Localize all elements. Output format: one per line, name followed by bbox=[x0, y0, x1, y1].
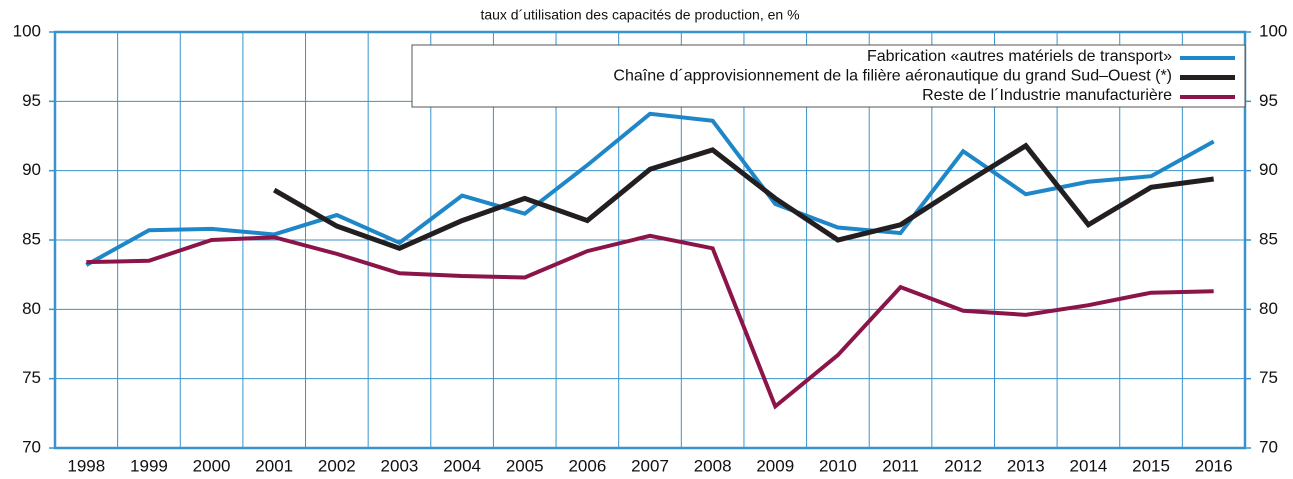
data-line bbox=[272, 142, 1215, 252]
x-tick-label: 1999 bbox=[130, 456, 168, 475]
data-line bbox=[86, 233, 1214, 410]
x-tick-label: 2012 bbox=[944, 456, 982, 475]
y2-tick-label: 85 bbox=[1259, 229, 1278, 248]
y2-tick-label: 75 bbox=[1259, 368, 1278, 387]
x-tick-label: 1998 bbox=[67, 456, 105, 475]
y2-tick-label: 100 bbox=[1259, 21, 1287, 40]
y-tick-label: 100 bbox=[13, 21, 41, 40]
y-tick-label: 95 bbox=[22, 91, 41, 110]
x-tick-label: 2002 bbox=[318, 456, 356, 475]
x-tick-label: 2009 bbox=[756, 456, 794, 475]
x-tick-label: 2007 bbox=[631, 456, 669, 475]
y2-tick-label: 90 bbox=[1259, 160, 1278, 179]
x-tick-label: 2000 bbox=[193, 456, 231, 475]
x-tick-label: 2016 bbox=[1195, 456, 1233, 475]
y-tick-label: 80 bbox=[22, 299, 41, 318]
y-tick-label: 90 bbox=[22, 160, 41, 179]
chart-subtitle: taux d´utilisation des capacités de prod… bbox=[480, 7, 799, 23]
data-line bbox=[85, 111, 1215, 267]
legend-box bbox=[411, 44, 1246, 108]
y-tick-label: 75 bbox=[22, 368, 41, 387]
x-tick-label: 2015 bbox=[1132, 456, 1170, 475]
x-tick-label: 2011 bbox=[882, 456, 919, 475]
x-tick-label: 2001 bbox=[255, 456, 293, 475]
y2-tick-label: 95 bbox=[1259, 91, 1278, 110]
x-tick-label: 2005 bbox=[506, 456, 544, 475]
legend-label: Reste de l´Industrie manufacturière bbox=[922, 87, 1172, 104]
x-tick-label: 2008 bbox=[694, 456, 732, 475]
plot-frame bbox=[53, 30, 1247, 450]
x-tick-label: 2010 bbox=[819, 456, 857, 475]
y2-tick-label: 80 bbox=[1259, 299, 1278, 318]
x-tick-label: 2013 bbox=[1007, 456, 1045, 475]
y-tick-label: 85 bbox=[22, 229, 41, 248]
legend-label: Fabrication «autres matériels de transpo… bbox=[867, 48, 1172, 65]
y2-tick-label: 70 bbox=[1259, 437, 1278, 456]
y-tick-label: 70 bbox=[22, 437, 41, 456]
x-tick-label: 2014 bbox=[1070, 456, 1108, 475]
legend-label: Chaîne d´approvisionnement de la filière… bbox=[613, 68, 1172, 85]
x-tick-label: 2004 bbox=[443, 456, 481, 475]
x-tick-label: 2003 bbox=[381, 456, 419, 475]
x-tick-label: 2006 bbox=[568, 456, 606, 475]
